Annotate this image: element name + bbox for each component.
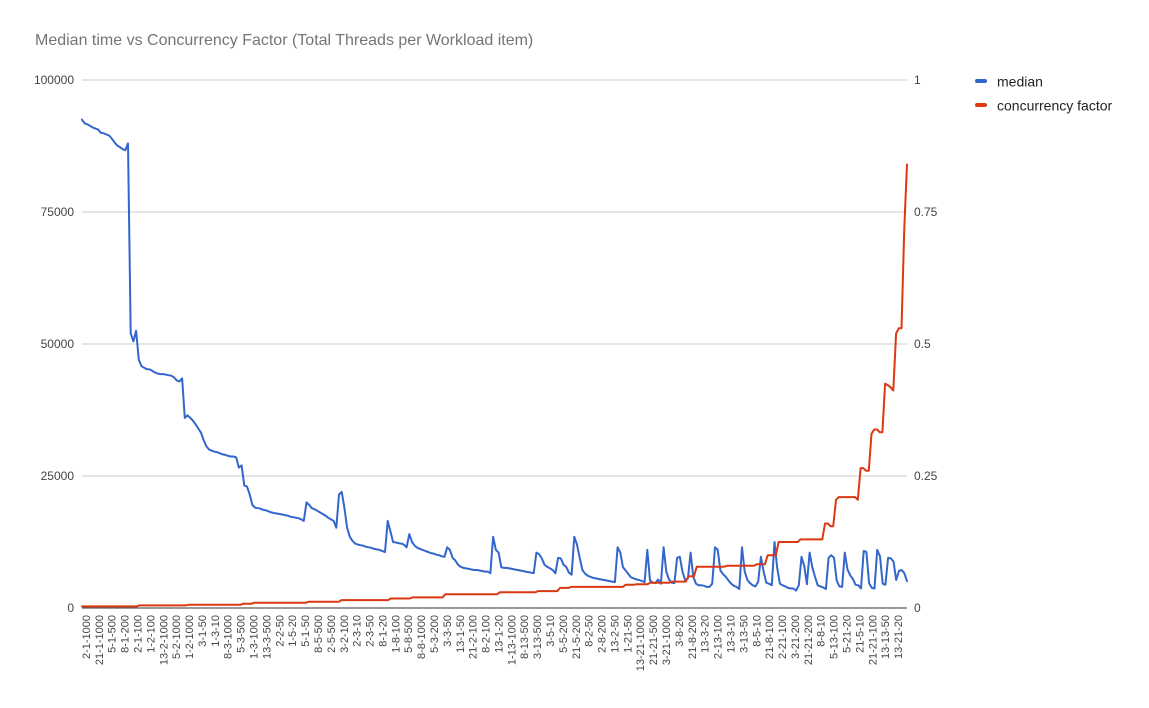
x-tick-label: 1-3-1000	[249, 615, 261, 659]
x-tick-label: 13-13-50	[880, 615, 892, 659]
y-tick-label-left: 25000	[41, 469, 75, 483]
x-tick-label: 1-2-1000	[184, 615, 196, 659]
x-tick-label: 8-2-50	[584, 615, 596, 647]
x-tick-label: 5-21-20	[842, 615, 854, 653]
x-tick-label: 2-8-200	[597, 615, 609, 653]
x-tick-label: 8-5-500	[313, 615, 325, 653]
x-tick-label: 2-2-50	[274, 615, 286, 647]
x-tick-label: 13-1-20	[493, 615, 505, 653]
x-tick-label: 8-8-1000	[416, 615, 428, 659]
chart-title: Median time vs Concurrency Factor (Total…	[35, 32, 534, 49]
x-tick-label: 2-5-500	[326, 615, 338, 653]
y-tick-label-left: 75000	[41, 205, 75, 219]
y-tick-label-right: 0.5	[914, 337, 931, 351]
x-tick-label: 5-5-200	[558, 615, 570, 653]
series-line-median	[81, 118, 908, 592]
x-tick-label: 1-3-10	[210, 615, 222, 647]
legend-swatch-median	[975, 79, 987, 84]
x-tick-label: 13-3-10	[726, 615, 738, 653]
y-tick-label-left: 0	[67, 601, 74, 615]
x-tick-label: 5-8-500	[403, 615, 415, 653]
x-tick-label: 8-1-200	[120, 615, 132, 653]
legend-swatch-concurrency-factor	[975, 103, 987, 108]
x-tick-label: 2-13-100	[713, 615, 725, 659]
x-tick-label: 13-2-50	[610, 615, 622, 653]
legend-item-concurrency-factor: concurrency factor	[975, 96, 1112, 113]
x-tick-label: 13-1-50	[455, 615, 467, 653]
x-tick-label: 13-21-1000	[635, 615, 647, 671]
x-tick-label: 5-1-50	[300, 615, 312, 647]
x-tick-label: 5-2-1000	[171, 615, 183, 659]
x-tick-label: 5-1-500	[107, 615, 119, 653]
y-tick-label-right: 0.25	[914, 469, 938, 483]
x-tick-label: 3-3-50	[442, 615, 454, 647]
x-tick-label: 8-3-1000	[223, 615, 235, 659]
x-tick-label: 21-1-1000	[94, 615, 106, 665]
x-tick-label: 3-2-100	[339, 615, 351, 653]
x-tick-label: 21-21-500	[648, 615, 660, 665]
y-tick-label-left: 50000	[41, 337, 75, 351]
x-tick-label: 3-21-200	[790, 615, 802, 659]
x-tick-label: 3-21-1000	[661, 615, 673, 665]
x-tick-label: 21-5-10	[854, 615, 866, 653]
x-tick-label: 8-2-100	[481, 615, 493, 653]
x-tick-label: 3-5-10	[545, 615, 557, 647]
x-tick-label: 5-3-500	[236, 615, 248, 653]
x-tick-label: 3-13-50	[738, 615, 750, 653]
x-tick-label: 21-21-200	[803, 615, 815, 665]
x-tick-label: 3-1-50	[197, 615, 209, 647]
x-tick-label: 2-3-10	[352, 615, 364, 647]
x-tick-label: 2-21-100	[777, 615, 789, 659]
x-tick-label: 2-1-1000	[81, 615, 93, 659]
legend-label-median: median	[997, 73, 1043, 90]
y-tick-label-left: 100000	[34, 73, 74, 87]
y-tick-label-right: 0	[914, 601, 921, 615]
x-tick-label: 1-21-50	[622, 615, 634, 653]
x-tick-label: 3-13-500	[532, 615, 544, 659]
series-line-concurrency-factor	[81, 163, 908, 608]
x-tick-label: 13-3-20	[700, 615, 712, 653]
x-tick-label: 2-3-50	[365, 615, 377, 647]
x-tick-label: 21-21-100	[867, 615, 879, 665]
x-tick-label: 1-8-100	[390, 615, 402, 653]
x-tick-label: 2-1-100	[133, 615, 145, 653]
legend-label-concurrency-factor: concurrency factor	[997, 97, 1113, 114]
x-tick-label: 5-3-200	[429, 615, 441, 653]
x-tick-label: 21-2-100	[468, 615, 480, 659]
legend-item-median: median	[975, 72, 1043, 89]
x-tick-label: 13-2-1000	[158, 615, 170, 665]
y-tick-label-right: 0.75	[914, 205, 938, 219]
x-tick-label: 8-5-10	[751, 615, 763, 647]
x-tick-label: 8-8-10	[816, 615, 828, 647]
x-tick-label: 21-5-200	[571, 615, 583, 659]
x-tick-label: 1-13-1000	[506, 615, 518, 665]
x-tick-label: 8-1-20	[377, 615, 389, 647]
x-tick-label: 1-5-20	[287, 615, 299, 647]
x-tick-label: 13-21-20	[893, 615, 905, 659]
x-tick-label: 1-2-100	[145, 615, 157, 653]
x-tick-label: 13-3-500	[261, 615, 273, 659]
x-tick-label: 21-8-200	[687, 615, 699, 659]
y-tick-label-right: 1	[914, 73, 921, 87]
x-tick-label: 8-13-500	[519, 615, 531, 659]
x-tick-label: 5-13-100	[829, 615, 841, 659]
x-tick-label: 3-8-20	[674, 615, 686, 647]
x-tick-label: 21-8-100	[764, 615, 776, 659]
